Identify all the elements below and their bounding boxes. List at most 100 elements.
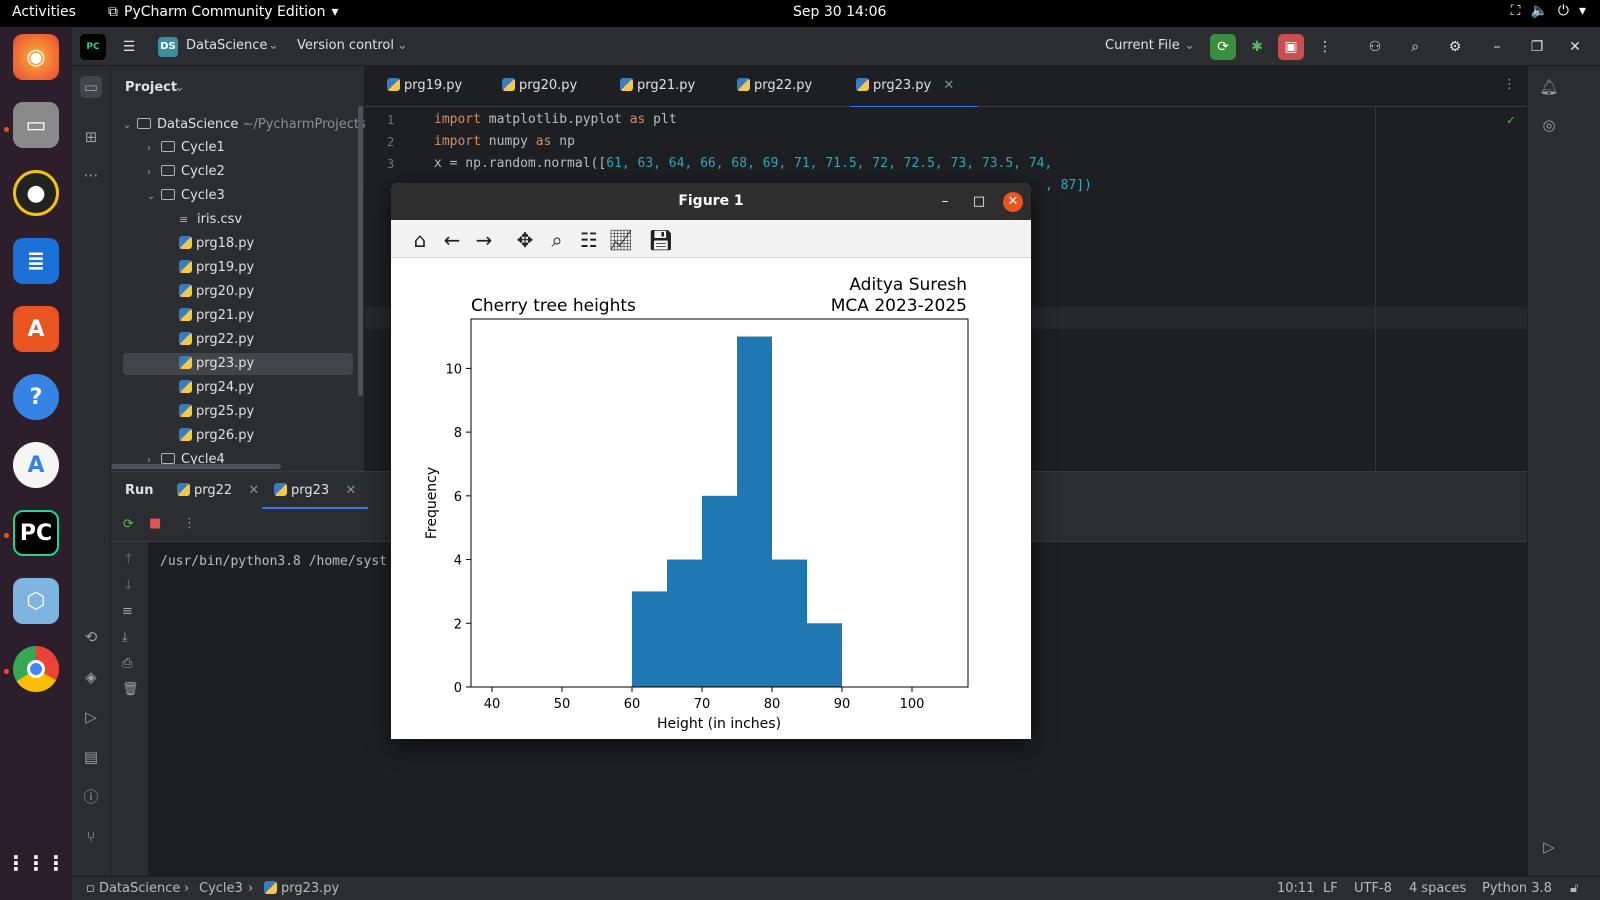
debug-icon[interactable]: ✱	[1251, 39, 1263, 55]
breadcrumb-folder[interactable]: Cycle3	[199, 881, 243, 896]
scroll-to-end-icon[interactable]: ⤓	[122, 630, 128, 645]
soft-wrap-icon[interactable]: ≡	[122, 604, 133, 619]
editor-tab[interactable]: prg19.py	[387, 78, 462, 93]
python-packages-icon[interactable]: ⟲	[84, 628, 98, 646]
tree-item[interactable]: prg23.py	[123, 353, 353, 375]
arrow-up-icon[interactable]: ↑	[123, 552, 134, 567]
tab-prg22[interactable]: prg22 ✕	[177, 483, 259, 498]
tree-item[interactable]: ⌄ Cycle3	[123, 185, 353, 207]
tree-item[interactable]: ≡ iris.csv	[123, 209, 353, 231]
tree-item[interactable]: prg18.py	[123, 233, 353, 255]
editor-tab[interactable]: prg21.py	[620, 78, 695, 93]
back-arrow-icon[interactable]: ←	[443, 228, 461, 252]
tree-item[interactable]: prg20.py	[123, 281, 353, 303]
close-tab-icon[interactable]: ✕	[345, 483, 357, 498]
settings-icon[interactable]: ⚙	[1448, 39, 1462, 55]
tree-item[interactable]: › Cycle1	[123, 137, 353, 159]
help-icon[interactable]: ?	[13, 374, 59, 420]
tab-prg23[interactable]: prg23 ✕	[261, 483, 369, 509]
minimize-icon[interactable]: –	[941, 194, 949, 209]
lock-icon[interactable]: 🔓︎	[1570, 881, 1579, 896]
print-icon[interactable]: ⎙	[122, 656, 133, 671]
rhythmbox-icon[interactable]: ●	[13, 170, 59, 216]
editor-tab[interactable]: prg22.py	[737, 78, 812, 93]
writer-icon[interactable]: ≣	[13, 238, 59, 284]
zoom-icon[interactable]: ⌕	[551, 228, 563, 252]
figure-title-bar[interactable]: Figure 1	[391, 183, 1031, 220]
save-icon[interactable]: 💾︎	[648, 228, 674, 252]
ai-assistant-icon[interactable]: ◎	[1542, 116, 1556, 134]
run-widget-icon[interactable]: ▷	[1543, 838, 1555, 856]
arrow-down-icon[interactable]: ↓	[123, 578, 134, 593]
virtualbox-icon[interactable]: ⬡	[13, 578, 59, 624]
stop-icon[interactable]: ▣	[1278, 34, 1304, 60]
breadcrumb-file[interactable]: prg23.py	[264, 881, 339, 896]
tree-root[interactable]: ⌄ DataScience ~/PycharmProjects/	[123, 114, 370, 136]
android-studio-icon[interactable]: A	[13, 442, 59, 488]
notifications-icon[interactable]: 🔔︎	[1539, 78, 1559, 96]
files-icon[interactable]: ▭	[13, 102, 59, 148]
pycharm-icon[interactable]: PC	[13, 510, 59, 556]
restore-icon[interactable]: ❐	[1530, 39, 1544, 55]
home-icon[interactable]: ⌂	[413, 228, 427, 252]
search-icon[interactable]: ⌕	[1411, 39, 1419, 55]
more-tools-icon[interactable]: ⋯	[83, 166, 99, 184]
trash-icon[interactable]: 🗑︎	[122, 682, 139, 697]
main-menu-icon[interactable]: ☰	[122, 39, 136, 55]
clock[interactable]: Sep 30 14:06	[793, 4, 887, 20]
chrome-icon[interactable]	[13, 646, 59, 692]
structure-icon[interactable]: ⊞	[84, 128, 98, 146]
tree-item[interactable]: › Cycle2	[123, 161, 353, 183]
close-tab-icon[interactable]: ✕	[943, 78, 955, 93]
pan-icon[interactable]: ✥	[516, 228, 534, 252]
terminal-icon[interactable]: ▤	[83, 748, 99, 766]
tree-item[interactable]: prg19.py	[123, 257, 353, 279]
subplots-icon[interactable]: ☷	[580, 228, 598, 252]
rerun-icon[interactable]: ⟳	[1210, 34, 1236, 60]
editor-tab[interactable]: prg23.py ✕	[849, 78, 979, 108]
vertical-scrollbar[interactable]	[358, 106, 363, 396]
app-menu[interactable]: ⧉ PyCharm Community Edition ▾	[108, 4, 339, 20]
rerun-icon[interactable]: ⟳	[123, 517, 134, 532]
layers-icon[interactable]: ◈	[85, 668, 97, 686]
tree-item[interactable]: prg24.py	[123, 377, 353, 399]
breadcrumb-project[interactable]: ▫ DataScience	[86, 881, 181, 896]
system-tray[interactable]: ⛶ 🔈 ⏻ ▾	[1511, 3, 1586, 19]
tree-item[interactable]: prg22.py	[123, 329, 353, 351]
services-icon[interactable]: ▷	[85, 708, 97, 726]
python-interpreter[interactable]: Python 3.8	[1482, 881, 1552, 896]
tree-item[interactable]: prg26.py	[123, 425, 353, 447]
more-icon[interactable]: ⋮	[1318, 39, 1332, 55]
tab-options-icon[interactable]: ⋮	[1503, 77, 1516, 92]
vcs-menu[interactable]: Version control	[297, 38, 394, 53]
activities-button[interactable]: Activities	[12, 4, 76, 20]
editor-tab[interactable]: prg20.py	[502, 78, 577, 93]
run-config-selector[interactable]: Current File	[1105, 38, 1180, 53]
close-icon[interactable]: ✕	[1003, 192, 1023, 212]
firefox-icon[interactable]: ◉	[13, 34, 59, 80]
file-encoding[interactable]: UTF-8	[1354, 881, 1392, 896]
inspection-ok-icon[interactable]: ✓	[1507, 113, 1515, 128]
show-apps-icon[interactable]: ⋮⋮⋮	[6, 851, 66, 875]
tree-item[interactable]: prg25.py	[123, 401, 353, 423]
caret-position[interactable]: 10:11	[1277, 881, 1315, 896]
problems-icon[interactable]: ⓘ	[83, 788, 99, 806]
minimize-icon[interactable]: –	[1493, 39, 1501, 55]
project-panel-title[interactable]: Project	[125, 80, 178, 95]
edit-axis-icon[interactable]: 📈︎	[608, 228, 634, 252]
app-center-icon[interactable]: A	[13, 306, 59, 352]
indent-setting[interactable]: 4 spaces	[1409, 881, 1467, 896]
close-icon[interactable]: ✕	[1569, 39, 1581, 55]
stop-icon[interactable]: ■	[149, 516, 162, 531]
close-tab-icon[interactable]: ✕	[248, 483, 260, 498]
git-icon[interactable]: ⑂	[86, 828, 96, 846]
line-separator[interactable]: LF	[1323, 881, 1338, 896]
more-icon[interactable]: ⋮	[183, 516, 196, 531]
project-switcher[interactable]: DataScience	[186, 38, 268, 53]
tree-item[interactable]: prg21.py	[123, 305, 353, 327]
forward-arrow-icon[interactable]: →	[475, 228, 493, 252]
horizontal-scrollbar[interactable]	[111, 464, 281, 469]
tree-item[interactable]: › Cycle4	[123, 449, 353, 471]
maximize-icon[interactable]: □	[972, 194, 986, 209]
add-user-icon[interactable]: ⚇	[1368, 39, 1382, 55]
